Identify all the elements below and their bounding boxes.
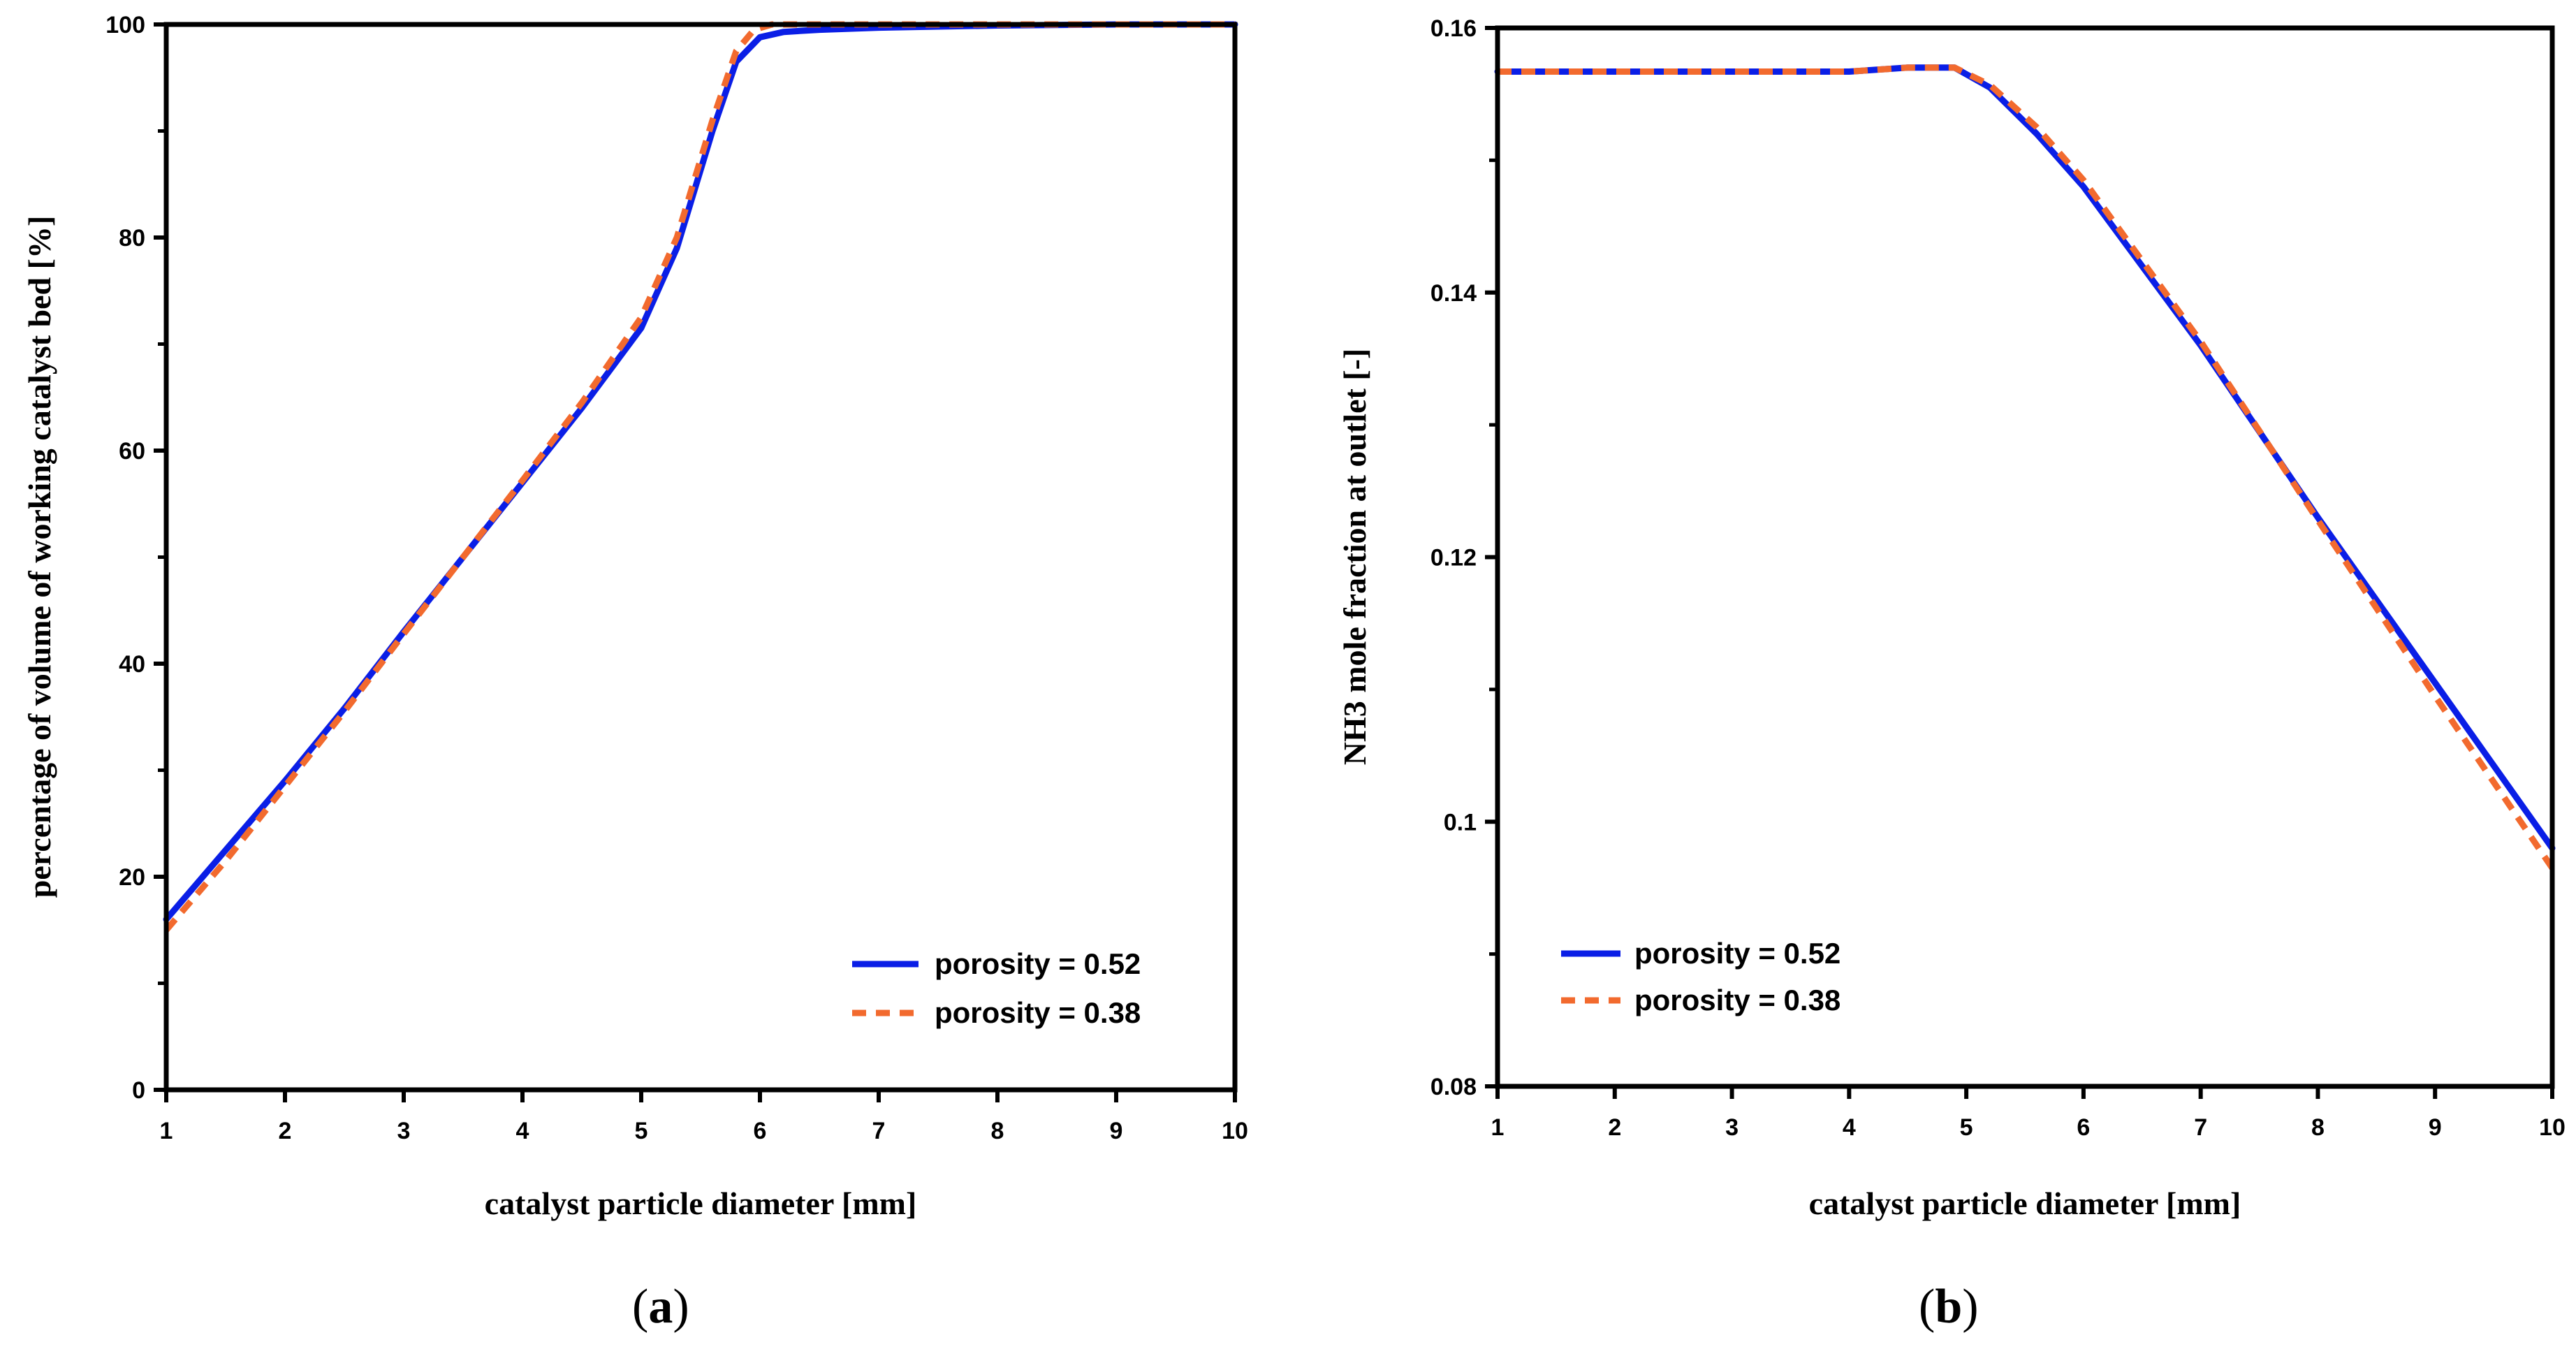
legend-label-a-1: porosity = 0.38 <box>935 996 1141 1029</box>
x-tick-label-a-5: 6 <box>754 1118 767 1144</box>
x-axis-label-b: catalyst particle diameter [mm] <box>1809 1186 2241 1221</box>
x-tick-label-b-9: 10 <box>2539 1114 2566 1141</box>
panel-a: 1 2 3 4 5 6 7 8 9 10 0 20 40 60 80 100 catalyst partic… <box>22 12 1248 1334</box>
x-tick-label-a-0: 1 <box>160 1118 173 1144</box>
panel-label-a: (a) <box>632 1280 689 1334</box>
series-line-b-1 <box>1498 64 2555 870</box>
x-tick-label-b-7: 8 <box>2311 1114 2325 1141</box>
series-line-a-0 <box>163 21 1238 923</box>
legend-b: porosity = 0.52 porosity = 0.38 <box>1561 937 1840 1016</box>
x-axis-label-a: catalyst particle diameter [mm] <box>485 1186 917 1221</box>
x-tick-label-b-2: 3 <box>1725 1114 1739 1141</box>
plot-frame-b <box>1495 25 2555 1089</box>
x-tick-label-b-4: 5 <box>1960 1114 1973 1141</box>
legend-label-b-1: porosity = 0.38 <box>1634 984 1840 1016</box>
y-tick-label-a-3: 60 <box>119 438 145 465</box>
y-tick-label-b-1: 0.1 <box>1444 809 1477 836</box>
x-tick-label-a-2: 3 <box>397 1118 411 1144</box>
panel-letter-b: b <box>1935 1280 1962 1334</box>
x-tick-label-b-8: 9 <box>2429 1114 2442 1141</box>
panel-letter-a: a <box>648 1280 673 1334</box>
y-tick-label-b-0: 0.08 <box>1430 1074 1477 1100</box>
x-tick-label-b-0: 1 <box>1491 1114 1505 1141</box>
y-tick-label-a-2: 40 <box>119 651 145 678</box>
legend-label-a-0: porosity = 0.52 <box>935 947 1141 980</box>
y-tick-label-a-4: 80 <box>119 225 145 251</box>
x-tick-label-b-3: 4 <box>1843 1114 1856 1141</box>
y-tick-label-b-4: 0.16 <box>1430 15 1477 42</box>
x-tick-label-b-5: 6 <box>2077 1114 2090 1141</box>
x-tick-label-a-3: 4 <box>516 1118 529 1144</box>
x-tick-label-a-6: 7 <box>872 1118 886 1144</box>
legend-a: porosity = 0.52 porosity = 0.38 <box>852 947 1141 1029</box>
x-tick-label-a-4: 5 <box>635 1118 648 1144</box>
y-tick-label-b-2: 0.12 <box>1430 545 1477 571</box>
y-axis-label-a: percentage of volume of working catalyst… <box>22 216 57 898</box>
series-line-b-0 <box>1494 64 2556 852</box>
x-tick-label-a-9: 10 <box>1222 1118 1248 1144</box>
x-tick-label-a-8: 9 <box>1110 1118 1123 1144</box>
y-tick-label-a-1: 20 <box>119 864 145 891</box>
legend-label-b-0: porosity = 0.52 <box>1634 937 1840 970</box>
plot-frame-a <box>163 22 1238 1093</box>
x-tick-label-b-6: 7 <box>2194 1114 2207 1141</box>
chart-a-series <box>163 21 1238 933</box>
x-tick-label-b-1: 2 <box>1608 1114 1621 1141</box>
x-tick-label-a-1: 2 <box>279 1118 292 1144</box>
x-tick-label-a-7: 8 <box>991 1118 1004 1144</box>
y-tick-label-b-3: 0.14 <box>1430 280 1477 307</box>
y-tick-label-a-5: 100 <box>105 12 145 38</box>
y-tick-label-a-0: 0 <box>132 1077 145 1104</box>
panel-label-b: (b) <box>1919 1280 1979 1334</box>
y-axis-label-b: NH3 mole fraction at outlet [-] <box>1337 349 1373 766</box>
chart-b-series <box>1494 64 2556 870</box>
panel-b: 1 2 3 4 5 6 7 8 9 10 0.08 0.1 0.12 0.14 0.16 catalyst… <box>1337 15 2566 1334</box>
